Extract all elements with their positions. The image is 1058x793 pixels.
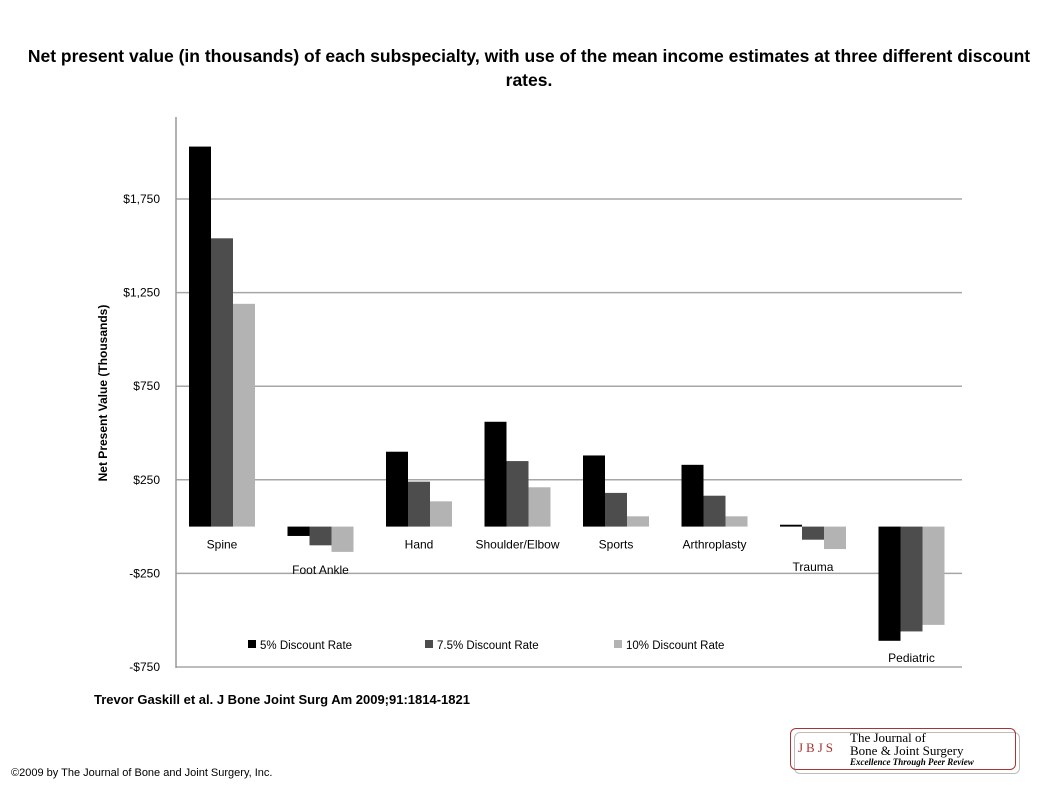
legend-label: 7.5% Discount Rate <box>437 640 539 652</box>
chart-title: Net present value (in thousands) of each… <box>27 46 1031 90</box>
bar <box>386 451 408 527</box>
category-label: Pediatric <box>888 651 935 665</box>
citation: Trevor Gaskill et al. J Bone Joint Surg … <box>94 692 470 707</box>
bar <box>189 146 211 527</box>
bar <box>506 461 529 527</box>
y-tick-labels: $1,750 $1,250 $750 $250 -$250 -$750 <box>123 192 160 674</box>
legend-label: 5% Discount Rate <box>260 640 352 652</box>
bar <box>780 524 802 527</box>
bar <box>725 516 748 527</box>
logo-line-1: The Journal of <box>850 730 926 745</box>
bar <box>824 526 846 550</box>
category-label: Shoulder/Elbow <box>475 538 559 552</box>
legend-swatch <box>425 640 433 648</box>
y-tick-label: $750 <box>133 379 160 393</box>
bar <box>802 526 824 540</box>
logo-shadow <box>794 732 1020 774</box>
bar <box>528 487 551 527</box>
logo-line-2: Bone & Joint Surgery <box>850 743 964 758</box>
logo-frame <box>790 728 1016 770</box>
category-label: Arthroplasty <box>682 538 746 552</box>
copyright: ©2009 by The Journal of Bone and Joint S… <box>11 767 273 779</box>
logo-mark: JBJS <box>798 740 837 755</box>
category-label: Spine <box>207 538 238 552</box>
category-label: Foot Ankle <box>292 563 349 577</box>
bar <box>878 526 901 641</box>
bar <box>211 238 233 527</box>
y-tick-label: -$750 <box>129 660 160 674</box>
bar <box>484 421 507 527</box>
bar <box>331 526 354 552</box>
bar <box>681 464 704 527</box>
bar <box>900 526 923 632</box>
y-tick-label: $1,250 <box>123 286 160 300</box>
bar <box>309 526 332 546</box>
bar <box>287 526 310 536</box>
category-label: Trauma <box>793 560 834 574</box>
category-labels: Spine Foot Ankle Hand Shoulder/Elbow Sports A… <box>207 538 935 665</box>
category-label: Sports <box>599 538 634 552</box>
grid-lines <box>176 198 962 668</box>
bar <box>430 501 452 527</box>
bar <box>583 455 605 527</box>
bar <box>233 303 255 527</box>
bar <box>922 526 945 625</box>
y-tick-label: -$250 <box>129 566 160 580</box>
bar <box>408 481 430 527</box>
y-tick-label: $250 <box>133 473 160 487</box>
bar-series <box>189 146 945 641</box>
y-tick-label: $1,750 <box>123 192 160 206</box>
bar <box>605 492 627 527</box>
y-axis-label: Net Present Value (Thousands) <box>96 305 110 482</box>
category-label: Hand <box>405 538 434 552</box>
legend-label: 10% Discount Rate <box>626 640 724 652</box>
jbjs-logo[interactable]: JBJS The Journal of Bone & Joint Surgery… <box>790 728 1020 774</box>
bar <box>627 516 649 527</box>
logo-tagline: Excellence Through Peer Review <box>850 757 974 767</box>
legend: 5% Discount Rate 7.5% Discount Rate 10% Di… <box>248 640 724 652</box>
bar <box>703 495 726 527</box>
legend-swatch <box>248 640 256 648</box>
legend-swatch <box>614 640 622 648</box>
